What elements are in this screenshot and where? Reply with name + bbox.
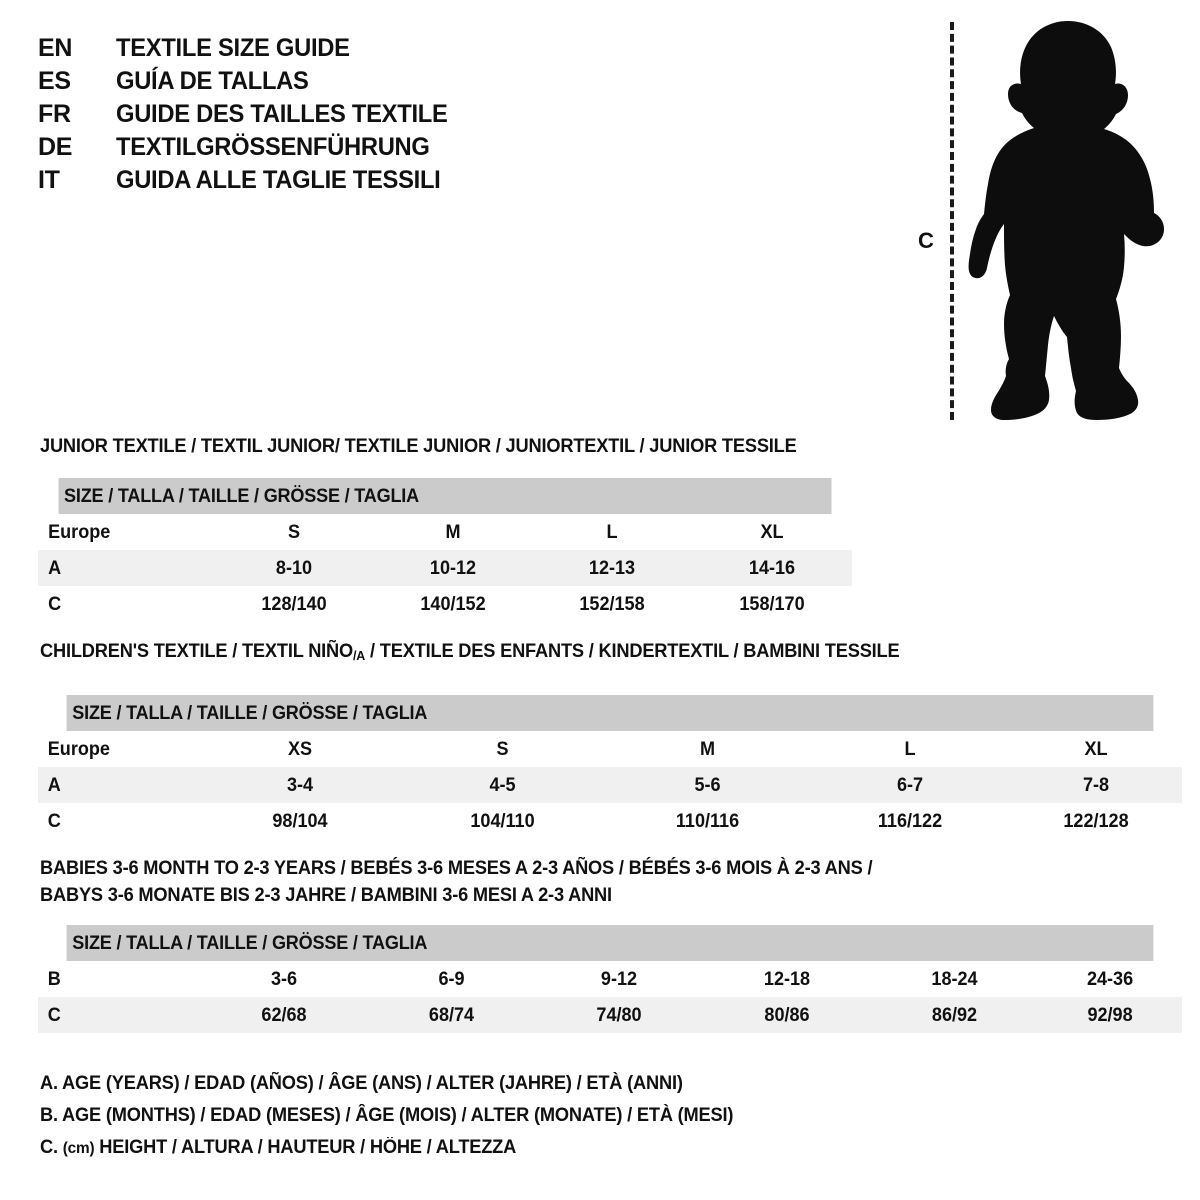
cell-value: 140/152	[420, 593, 486, 615]
cell-value: 80/86	[764, 1004, 810, 1026]
language-row-fr: FR GUIDE DES TAILLES TEXTILE	[38, 98, 598, 131]
cell-value: 6-7	[896, 774, 924, 796]
language-title-de: TEXTILGRÖSSENFÜHRUNG	[116, 133, 430, 161]
cell-value: 5-6	[694, 774, 721, 796]
cell-value: 10-12	[429, 557, 477, 579]
table-row-size-header: SIZE / TALLA / TAILLE / GRÖSSE / TAGLIA	[38, 695, 1182, 731]
cell-value: 104/110	[470, 810, 535, 832]
row-label-c: C	[47, 810, 61, 832]
language-row-de: DE TEXTILGRÖSSENFÜHRUNG	[38, 131, 598, 164]
cell-value: 68/74	[428, 1004, 475, 1026]
table-row: C 98/104 104/110 110/116 116/122 122/128	[38, 803, 1183, 839]
cell-value: 3-6	[270, 968, 298, 990]
cell-value: 92/98	[1087, 1004, 1133, 1026]
size-header-babies: SIZE / TALLA / TAILLE / GRÖSSE / TAGLIA	[66, 925, 1154, 961]
language-code-en: EN	[38, 34, 73, 62]
cell-value: 110/116	[675, 810, 740, 832]
table-row-size-header: SIZE / TALLA / TAILLE / GRÖSSE / TAGLIA	[38, 478, 852, 514]
table-row: C 62/68 68/74 74/80 80/86 86/92 92/98	[38, 997, 1183, 1033]
cell-value: 8-10	[275, 557, 313, 579]
column-header-region: Europe	[47, 738, 110, 760]
cell-value: 9-12	[600, 968, 638, 990]
column-header-region: Europe	[48, 521, 111, 543]
cell-value: 98/104	[272, 810, 328, 832]
cell-value: 6-9	[438, 968, 465, 990]
height-measure-label: C	[918, 228, 934, 253]
column-header-xs: XS	[287, 738, 313, 760]
cell-value: 12-13	[588, 557, 636, 579]
table-babies: SIZE / TALLA / TAILLE / GRÖSSE / TAGLIA …	[38, 925, 1183, 1033]
cell-value: 74/80	[596, 1004, 642, 1026]
table-junior: SIZE / TALLA / TAILLE / GRÖSSE / TAGLIA …	[38, 478, 852, 622]
table-row: A 3-4 4-5 5-6 6-7 7-8	[38, 767, 1183, 803]
table-row-size-header: SIZE / TALLA / TAILLE / GRÖSSE / TAGLIA	[38, 925, 1182, 961]
column-header-s: S	[496, 738, 509, 760]
legend-line-b: B. AGE (MONTHS) / EDAD (MESES) / ÂGE (MO…	[40, 1105, 734, 1126]
legend-line-c: C. (cm) HEIGHT / ALTURA / HAUTEUR / HÖHE…	[40, 1132, 904, 1165]
row-label-a: A	[48, 557, 62, 579]
cell-value: 128/140	[261, 593, 327, 615]
cell-value: 12-18	[763, 968, 811, 990]
cell-value: 152/158	[579, 593, 645, 615]
row-label-c: C	[48, 593, 62, 615]
language-code-es: ES	[38, 67, 71, 95]
column-header-l: L	[606, 521, 618, 543]
column-header-m: M	[699, 738, 716, 760]
section-title-babies-line1: BABIES 3-6 MONTH TO 2-3 YEARS / BEBÉS 3-…	[40, 858, 873, 879]
row-label-a: A	[47, 774, 61, 796]
size-header-children: SIZE / TALLA / TAILLE / GRÖSSE / TAGLIA	[66, 695, 1154, 731]
table-row: B 3-6 6-9 9-12 12-18 18-24 24-36	[38, 961, 1183, 997]
language-code-fr: FR	[38, 100, 71, 128]
language-row-es: ES GUÍA DE TALLAS	[38, 65, 598, 98]
child-silhouette-icon	[968, 21, 1164, 420]
section-title-children: CHILDREN'S TEXTILE / TEXTIL NIÑO/A / TEX…	[40, 641, 900, 663]
cell-value: 158/170	[739, 593, 805, 615]
column-header-m: M	[445, 521, 461, 543]
column-header-xl: XL	[760, 521, 784, 543]
column-header-xl: XL	[1084, 738, 1108, 760]
language-title-en: TEXTILE SIZE GUIDE	[116, 34, 350, 62]
height-figure: C	[900, 12, 1190, 427]
cell-value: 4-5	[489, 774, 516, 796]
section-title-children-pre: CHILDREN'S TEXTILE / TEXTIL NIÑO	[40, 641, 354, 662]
legend-line-c-post: HEIGHT / ALTURA / HAUTEUR / HÖHE / ALTEZ…	[94, 1137, 517, 1158]
legend-line-c-pre: C.	[40, 1137, 63, 1158]
cell-value: 14-16	[748, 557, 796, 579]
cell-value: 116/122	[877, 810, 943, 832]
section-title-children-post: / TEXTILE DES ENFANTS / KINDERTEXTIL / B…	[365, 641, 900, 662]
section-title-children-sub: /A	[353, 648, 366, 663]
language-row-it: IT GUIDA ALLE TAGLIE TESSILI	[38, 164, 598, 197]
column-header-l: L	[904, 738, 916, 760]
cell-value: 18-24	[931, 968, 978, 990]
cell-value: 24-36	[1086, 968, 1134, 990]
cell-value: 86/92	[931, 1004, 978, 1026]
language-code-it: IT	[38, 166, 60, 194]
legend: A. AGE (YEARS) / EDAD (AÑOS) / ÂGE (ANS)…	[40, 1068, 940, 1165]
table-row: A 8-10 10-12 12-13 14-16	[38, 550, 852, 586]
row-label-c: C	[47, 1004, 61, 1026]
section-title-junior: JUNIOR TEXTILE / TEXTIL JUNIOR/ TEXTILE …	[40, 436, 797, 457]
table-row: C 128/140 140/152 152/158 158/170	[38, 586, 852, 622]
language-title-es: GUÍA DE TALLAS	[116, 67, 309, 95]
row-label-b: B	[47, 968, 61, 990]
table-row: Europe S M L XL	[38, 514, 852, 550]
cell-value: 7-8	[1082, 774, 1110, 796]
cell-value: 62/68	[261, 1004, 307, 1026]
table-children: SIZE / TALLA / TAILLE / GRÖSSE / TAGLIA …	[38, 695, 1183, 839]
table-row: Europe XS S M L XL	[38, 731, 1183, 767]
size-header-junior: SIZE / TALLA / TAILLE / GRÖSSE / TAGLIA	[58, 478, 832, 514]
language-title-fr: GUIDE DES TAILLES TEXTILE	[116, 100, 448, 128]
cell-value: 122/128	[1063, 810, 1129, 832]
language-code-de: DE	[38, 133, 73, 161]
language-title-list: EN TEXTILE SIZE GUIDE ES GUÍA DE TALLAS …	[38, 32, 598, 197]
legend-line-c-unit: (cm)	[62, 1140, 95, 1157]
language-row-en: EN TEXTILE SIZE GUIDE	[38, 32, 598, 65]
column-header-s: S	[287, 521, 301, 543]
height-dashed-line	[950, 22, 954, 420]
legend-line-a: A. AGE (YEARS) / EDAD (AÑOS) / ÂGE (ANS)…	[40, 1073, 683, 1094]
cell-value: 3-4	[286, 774, 314, 796]
language-title-it: GUIDA ALLE TAGLIE TESSILI	[116, 166, 441, 194]
section-title-babies-line2: BABYS 3-6 MONATE BIS 2-3 JAHRE / BAMBINI…	[40, 885, 612, 906]
